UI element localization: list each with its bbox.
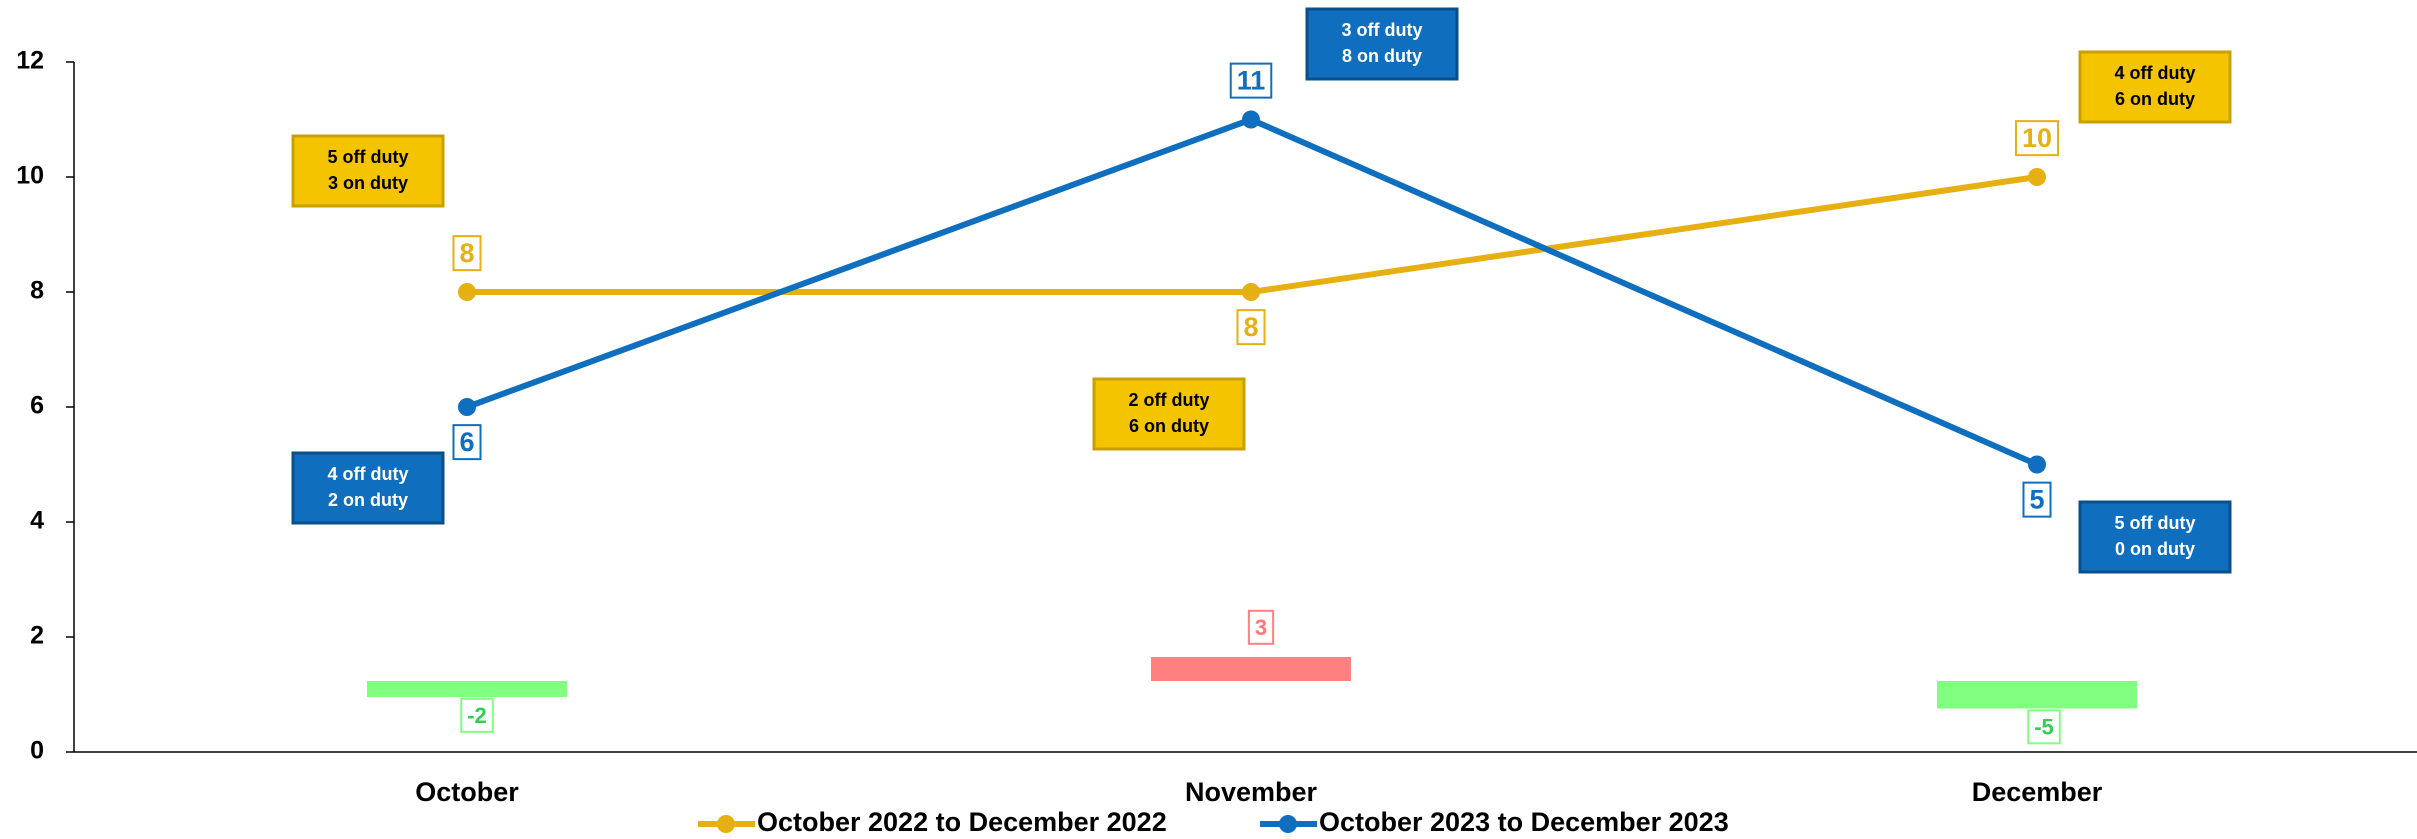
legend-label: October 2022 to December 2022 [757, 807, 1167, 837]
callout [2078, 50, 2232, 124]
point [458, 398, 476, 416]
series-line [467, 174, 2038, 295]
data-label: 8 [459, 238, 474, 268]
callout-text: 0 on duty [2115, 539, 2195, 559]
data-label: 8 [1243, 312, 1258, 342]
legend-marker [717, 815, 735, 833]
legend-marker [1279, 815, 1297, 833]
difference-bar [367, 681, 567, 697]
callout-text: 5 off duty [2115, 513, 2196, 533]
data-label-box [452, 424, 482, 461]
x-tick-label: December [1972, 777, 2103, 807]
callout-text: 6 on duty [2115, 89, 2195, 109]
data-label-box [452, 235, 482, 272]
callout [291, 134, 445, 208]
x-tick-label: October [415, 777, 519, 807]
y-tick-label: 12 [16, 47, 44, 75]
callout [291, 451, 445, 525]
callout-text: 8 on duty [1342, 46, 1422, 66]
callout-text: 3 off duty [1342, 20, 1423, 40]
difference-label-box [1247, 609, 1275, 645]
data-label: 11 [1237, 66, 1266, 96]
y-tick-label: 0 [30, 737, 44, 765]
point [2028, 455, 2046, 474]
callout [1305, 7, 1459, 81]
data-label: 5 [2029, 485, 2044, 515]
callout [1092, 377, 1246, 451]
y-tick-label: 6 [30, 392, 44, 420]
data-label: 10 [2022, 123, 2052, 153]
difference-label: -2 [467, 703, 487, 728]
difference-label-box [2027, 709, 2061, 745]
callout-text: 3 on duty [328, 173, 408, 193]
difference-label: 3 [1255, 615, 1267, 640]
point [1242, 110, 1260, 129]
data-label-box [1236, 309, 1266, 346]
callout-text: 4 off duty [2115, 63, 2196, 83]
y-tick-label: 8 [30, 277, 44, 305]
point [1242, 283, 1260, 301]
callout [2078, 500, 2232, 574]
callout-text: 4 off duty [328, 464, 409, 484]
callout-text: 6 on duty [1129, 416, 1209, 436]
point [458, 283, 476, 301]
data-label-box [1229, 62, 1273, 99]
point [2028, 168, 2046, 186]
difference-bar [1937, 681, 2137, 709]
callout-text: 2 on duty [328, 490, 408, 510]
y-tick-label: 4 [30, 507, 44, 535]
data-label: 6 [459, 427, 474, 457]
data-label-box [2022, 481, 2052, 518]
difference-label-box [460, 697, 494, 733]
y-tick-label: 10 [16, 162, 44, 190]
data-label-box [2014, 120, 2060, 157]
y-tick-label: 2 [30, 622, 44, 650]
legend-label: October 2023 to December 2023 [1319, 807, 1729, 837]
difference-label: -5 [2034, 714, 2054, 739]
x-tick-label: November [1185, 777, 1318, 807]
callout-text: 2 off duty [1129, 390, 1210, 410]
callout-text: 5 off duty [328, 147, 409, 167]
difference-bar [1151, 657, 1351, 681]
